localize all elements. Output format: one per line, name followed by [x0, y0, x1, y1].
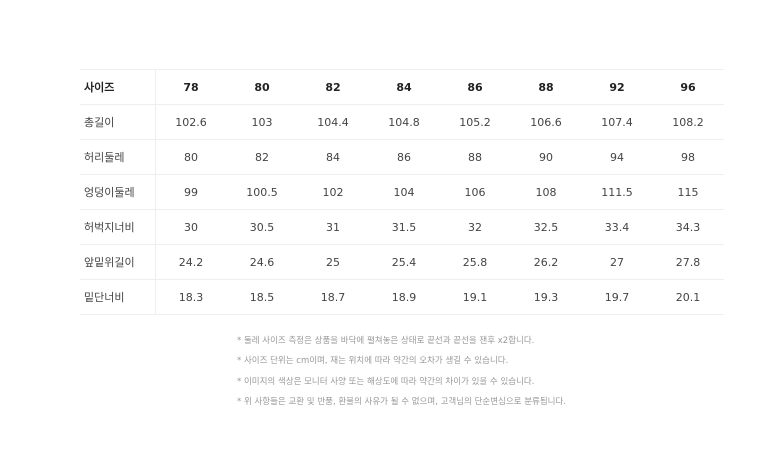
table-cell: 32: [439, 209, 511, 245]
table-cell: 106.6: [510, 104, 582, 140]
table-cell: 24.2: [155, 244, 227, 280]
table-cell: 108.2: [652, 104, 724, 140]
note: * 사이즈 단위는 cm이며, 재는 위치에 따라 약간의 오차가 생길 수 있…: [237, 356, 509, 367]
notes: * 둘레 사이즈 측정은 상품을 바닥에 펼쳐놓은 상태로 끝선과 끝선을 잰후…: [237, 331, 566, 412]
table-cell: 20.1: [652, 279, 724, 315]
table-row: 밑단너비 18.3 18.5 18.7 18.9 19.1 19.3 19.7 20.1: [80, 279, 724, 315]
table-cell: 32.5: [510, 209, 582, 245]
table-cell: 27: [581, 244, 653, 280]
table-row: 허리둘레 80 82 84 86 88 90 94 98: [80, 139, 724, 175]
table-cell: 18.9: [368, 279, 440, 315]
size-header: 86: [439, 69, 511, 105]
table-cell: 115: [652, 174, 724, 210]
note: * 둘레 사이즈 측정은 상품을 바닥에 펼쳐놓은 상태로 끝선과 끝선을 잰후…: [237, 336, 535, 346]
table-cell: 108: [510, 174, 582, 210]
size-header: 92: [581, 69, 653, 105]
note: * 위 사항들은 교환 및 반품, 환불의 사유가 될 수 없으며, 고객님의 …: [237, 396, 567, 407]
size-header: 82: [297, 69, 369, 105]
table-cell: 104: [368, 174, 440, 210]
table-cell: 84: [297, 139, 369, 175]
table-cell: 31.5: [368, 209, 440, 245]
table-cell: 19.1: [439, 279, 511, 315]
size-header: 78: [155, 69, 227, 105]
table-cell: 102.6: [155, 104, 227, 140]
table-cell: 82: [226, 139, 298, 175]
table-cell: 100.5: [226, 174, 298, 210]
table-cell: 99: [155, 174, 227, 210]
header-label: 사이즈: [80, 69, 156, 105]
table-row: 허벅지너비 30 30.5 31 31.5 32 32.5 33.4 34.3: [80, 209, 724, 245]
table-cell: 25.4: [368, 244, 440, 280]
table-row: 엉덩이둘레 99 100.5 102 104 106 108 111.5 115: [80, 174, 724, 210]
table-cell: 18.3: [155, 279, 227, 315]
row-label: 허리둘레: [80, 139, 156, 175]
table-cell: 98: [652, 139, 724, 175]
table-cell: 88: [439, 139, 511, 175]
table-cell: 80: [155, 139, 227, 175]
table-cell: 86: [368, 139, 440, 175]
size-header: 88: [510, 69, 582, 105]
row-label: 밑단너비: [80, 279, 156, 315]
table-cell: 19.7: [581, 279, 653, 315]
table-cell: 25: [297, 244, 369, 280]
table-cell: 33.4: [581, 209, 653, 245]
row-label: 총길이: [80, 104, 156, 140]
table-header-row: 사이즈 78 80 82 84 86 88 92 96: [80, 69, 724, 105]
size-header: 84: [368, 69, 440, 105]
table-cell: 24.6: [226, 244, 298, 280]
table-cell: 105.2: [439, 104, 511, 140]
table-cell: 94: [581, 139, 653, 175]
table-row: 앞밑위길이 24.2 24.6 25 25.4 25.8 26.2 27 27.8: [80, 244, 724, 280]
table-cell: 103: [226, 104, 298, 140]
table-cell: 107.4: [581, 104, 653, 140]
table-cell: 30.5: [226, 209, 298, 245]
table-cell: 30: [155, 209, 227, 245]
table-cell: 25.8: [439, 244, 511, 280]
table-cell: 34.3: [652, 209, 724, 245]
table-cell: 18.5: [226, 279, 298, 315]
table-cell: 26.2: [510, 244, 582, 280]
size-table: 사이즈 78 80 82 84 86 88 92 96 총길이 102.6 103 1…: [80, 69, 724, 315]
table-cell: 90: [510, 139, 582, 175]
table-cell: 31: [297, 209, 369, 245]
table-cell: 102: [297, 174, 369, 210]
table-cell: 104.8: [368, 104, 440, 140]
table-cell: 106: [439, 174, 511, 210]
row-label: 앞밑위길이: [80, 244, 156, 280]
size-header: 96: [652, 69, 724, 105]
table-row: 총길이 102.6 103 104.4 104.8 105.2 106.6 107.4 108.…: [80, 104, 724, 140]
table-cell: 27.8: [652, 244, 724, 280]
note: * 이미지의 색상은 모니터 사양 또는 해상도에 따라 약간의 차이가 있을 …: [237, 376, 535, 387]
table-cell: 111.5: [581, 174, 653, 210]
row-label: 허벅지너비: [80, 209, 156, 245]
table-cell: 18.7: [297, 279, 369, 315]
size-header: 80: [226, 69, 298, 105]
table-cell: 19.3: [510, 279, 582, 315]
row-label: 엉덩이둘레: [80, 174, 156, 210]
table-cell: 104.4: [297, 104, 369, 140]
